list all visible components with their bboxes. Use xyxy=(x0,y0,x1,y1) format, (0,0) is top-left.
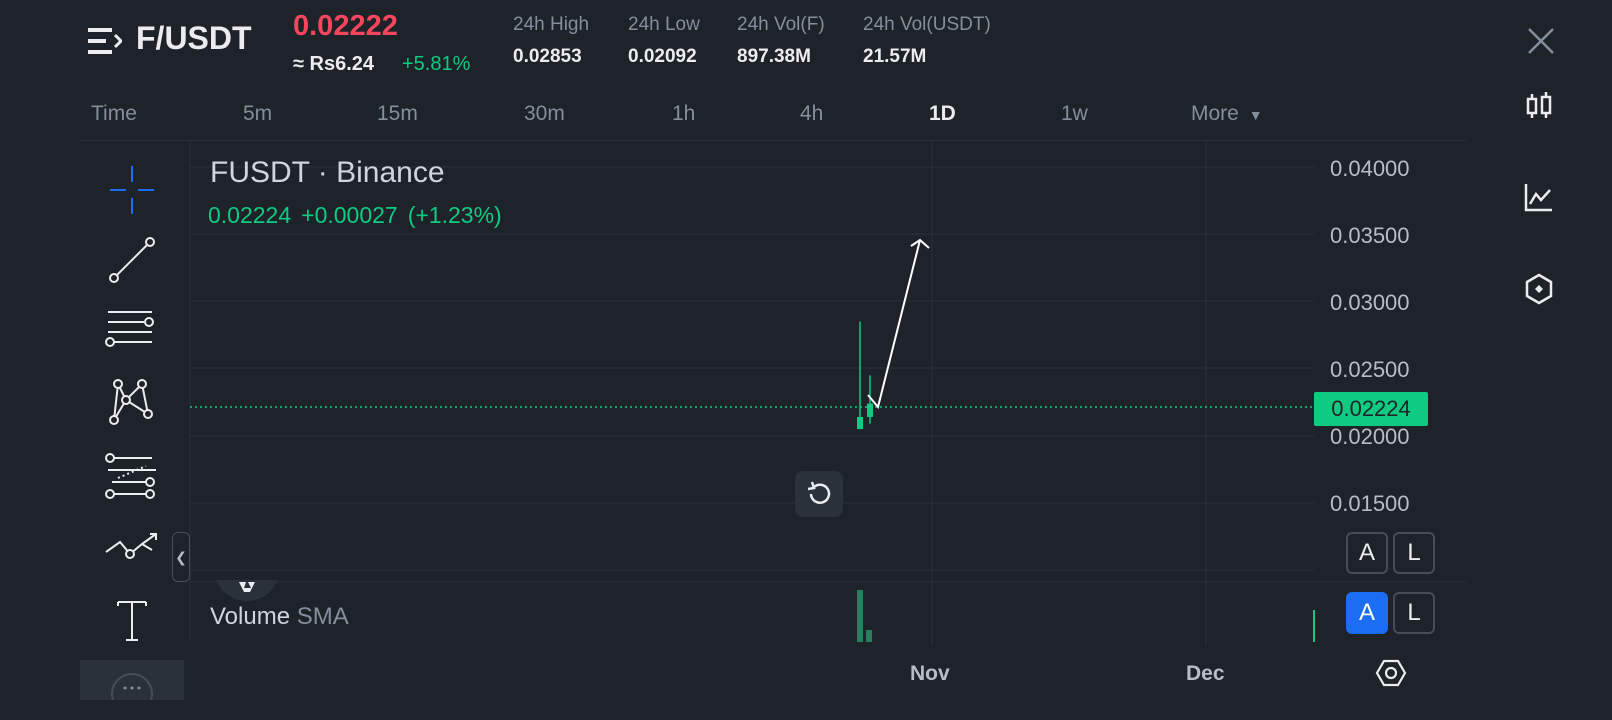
change-percent: +5.81% xyxy=(402,53,471,75)
collapse-toolbar-button[interactable]: ❮ xyxy=(172,532,190,582)
fib-retracement-icon[interactable] xyxy=(104,452,160,504)
trend-line-icon[interactable] xyxy=(104,236,160,288)
candlestick-icon[interactable] xyxy=(1522,90,1556,124)
menu-icon[interactable] xyxy=(88,26,122,56)
more-tools-icon[interactable] xyxy=(80,660,184,700)
timeframe-divider xyxy=(80,140,1466,141)
y-tick: 0.01500 xyxy=(1330,491,1410,516)
y-tick: 0.02500 xyxy=(1330,357,1410,382)
chart-ohlc: 0.02224 +0.00027 (+1.23%) xyxy=(208,202,512,229)
y-tick: 0.03000 xyxy=(1330,290,1410,315)
volume-auto-button[interactable]: A xyxy=(1346,592,1388,634)
volume-bar xyxy=(1313,610,1315,642)
close-icon[interactable] xyxy=(1526,26,1556,56)
tab-1d[interactable]: 1D xyxy=(929,102,956,125)
text-tool-icon[interactable] xyxy=(104,596,160,648)
indicator-chart-icon[interactable] xyxy=(1522,180,1556,214)
candles xyxy=(857,321,873,430)
current-price-tag: 0.02224 xyxy=(1314,392,1428,426)
ohlc-change-pct: (+1.23%) xyxy=(407,202,502,228)
pair-title[interactable]: F/USDT xyxy=(136,20,252,56)
grid xyxy=(189,140,1466,645)
ohlc-close: 0.02224 xyxy=(208,202,292,228)
x-tick: Dec xyxy=(1186,662,1225,685)
fiat-price: ≈ Rs6.24 xyxy=(293,53,375,75)
reset-icon[interactable] xyxy=(795,471,843,517)
settings-hexagon-icon[interactable] xyxy=(1374,656,1408,690)
volume-bar xyxy=(866,630,872,642)
stat-vol-usdt-label: 24h Vol(USDT) xyxy=(863,14,991,35)
forecast-icon[interactable] xyxy=(104,526,160,578)
caret-down-icon: ▼ xyxy=(1248,107,1263,123)
tab-time[interactable]: Time xyxy=(91,102,137,125)
stat-high-value: 0.02853 xyxy=(513,46,582,67)
volume-sma-text: SMA xyxy=(296,603,349,630)
volume-bars xyxy=(857,590,1315,642)
stat-low-label: 24h Low xyxy=(628,14,700,35)
candle-body xyxy=(857,416,863,430)
tab-1w[interactable]: 1w xyxy=(1061,102,1088,125)
crosshair-icon[interactable] xyxy=(104,164,160,216)
tab-more-label: More xyxy=(1191,102,1239,125)
price-auto-button[interactable]: A xyxy=(1346,532,1388,574)
stat-high-label: 24h High xyxy=(513,14,590,35)
volume-label: Volume SMA xyxy=(210,603,349,631)
ohlc-change: +0.00027 xyxy=(301,202,398,228)
chart-symbol: FUSDT · Binance xyxy=(210,156,445,189)
y-tick: 0.02000 xyxy=(1330,424,1410,449)
tradingview-logo-icon xyxy=(216,580,278,601)
volume-label-text: Volume xyxy=(210,603,291,630)
x-tick: Nov xyxy=(910,662,950,685)
price-log-button[interactable]: L xyxy=(1393,532,1435,574)
volume-log-button[interactable]: L xyxy=(1393,592,1435,634)
tab-1h[interactable]: 1h xyxy=(672,102,696,125)
stat-vol-f-value: 897.38M xyxy=(737,46,811,67)
stat-vol-f-label: 24h Vol(F) xyxy=(737,14,825,35)
horizontal-lines-icon[interactable] xyxy=(104,306,160,358)
tab-more[interactable]: More ▼ xyxy=(1191,102,1263,126)
y-tick: 0.03500 xyxy=(1330,223,1410,248)
last-price: 0.02222 xyxy=(293,10,398,42)
tab-30m[interactable]: 30m xyxy=(524,102,565,125)
volume-bar xyxy=(857,590,863,642)
stat-low-value: 0.02092 xyxy=(628,46,697,67)
stat-vol-usdt-value: 21.57M xyxy=(863,46,927,67)
hexagon-icon[interactable] xyxy=(1522,272,1556,306)
pattern-icon[interactable] xyxy=(104,378,160,430)
tab-15m[interactable]: 15m xyxy=(377,102,418,125)
tab-4h[interactable]: 4h xyxy=(800,102,824,125)
drawn-arrow xyxy=(867,238,930,410)
y-tick: 0.04000 xyxy=(1330,156,1410,181)
tab-5m[interactable]: 5m xyxy=(243,102,273,125)
candle-body xyxy=(867,403,873,417)
